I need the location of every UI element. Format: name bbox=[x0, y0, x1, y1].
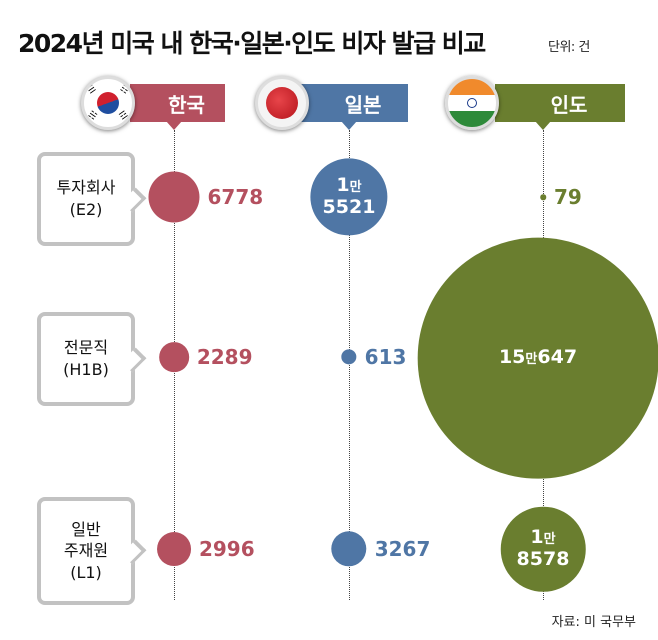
column-guide-line bbox=[349, 130, 350, 600]
bubble-value-label: 6778 bbox=[207, 185, 264, 209]
header-pointer bbox=[535, 121, 551, 130]
bubble-value-label: 2996 bbox=[198, 537, 255, 561]
bubble-value-label: 79 bbox=[554, 185, 582, 209]
bubble-0-2 bbox=[157, 532, 191, 566]
unit-label: 단위: 건 bbox=[548, 40, 590, 55]
row-label-line: (H1B) bbox=[63, 360, 109, 379]
bubble-2-0 bbox=[540, 194, 546, 200]
bubble-value-label: 3267 bbox=[374, 537, 431, 561]
row-label-line: 일반 bbox=[71, 519, 101, 539]
bubble-value-label: 1만 5521 bbox=[322, 174, 376, 218]
bubble-value-label: 2289 bbox=[196, 345, 253, 369]
chart-title: 2024년 미국 내 한국·일본·인도 비자 발급 비교 bbox=[18, 29, 486, 58]
row-label-line: (L1) bbox=[70, 562, 102, 582]
row-label-box: 전문직 (H1B) bbox=[37, 312, 135, 406]
row-label-line: 전문직 bbox=[63, 338, 109, 358]
bubble-1-0 bbox=[310, 158, 388, 236]
bubble-0-0 bbox=[148, 171, 200, 223]
header-pointer bbox=[166, 121, 182, 130]
country-header-2: 인도 bbox=[495, 84, 625, 122]
row-label-line: 투자회사 bbox=[56, 178, 116, 198]
bubble-2-2 bbox=[500, 506, 586, 592]
bubble-value-label: 1만 8578 bbox=[516, 526, 570, 570]
bubble-1-1 bbox=[341, 349, 357, 365]
bubble-1-2 bbox=[331, 531, 367, 567]
korea-flag-icon: ☰ ☷ ☵ ☲ bbox=[81, 76, 135, 130]
bubble-value-label: 613 bbox=[364, 345, 407, 369]
india-flag-icon bbox=[445, 76, 499, 130]
bubble-2-1 bbox=[417, 237, 658, 479]
source-label: 자료: 미 국무부 bbox=[551, 615, 636, 630]
row-label-box: 투자회사 (E2) bbox=[37, 152, 135, 246]
country-header-0: 한국 bbox=[130, 84, 225, 122]
japan-flag-icon bbox=[255, 76, 309, 130]
header-pointer bbox=[341, 121, 357, 130]
row-label-box: 일반 주재원 (L1) bbox=[37, 497, 135, 605]
bubble-0-1 bbox=[159, 342, 189, 372]
row-label-line: (E2) bbox=[69, 200, 103, 219]
row-label-line: 주재원 bbox=[63, 541, 109, 561]
bubble-value-label: 15만647 bbox=[498, 346, 578, 369]
country-header-1: 일본 bbox=[300, 84, 408, 122]
